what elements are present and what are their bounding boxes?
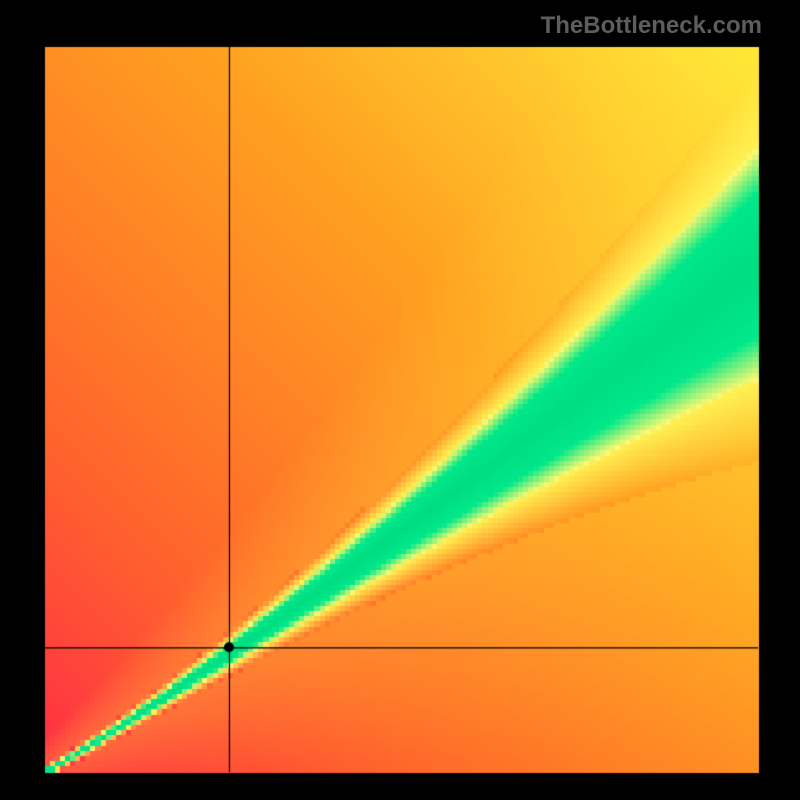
bottleneck-heatmap: [0, 0, 800, 800]
chart-container: TheBottleneck.com: [0, 0, 800, 800]
watermark-text: TheBottleneck.com: [541, 12, 762, 40]
